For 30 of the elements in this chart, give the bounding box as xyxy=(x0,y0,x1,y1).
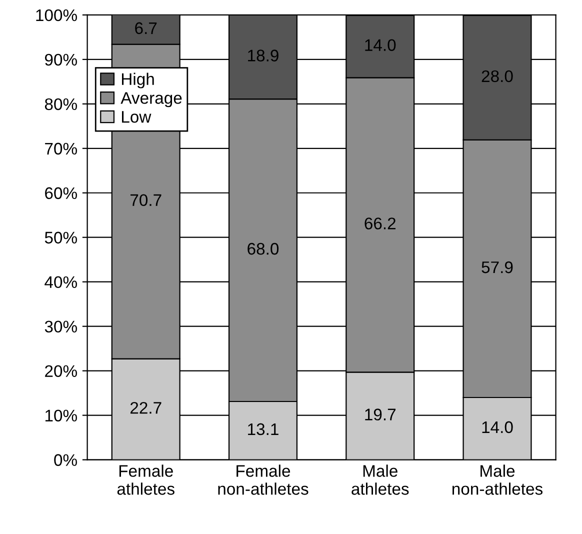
data-label: 19.7 xyxy=(365,408,396,420)
y-tick-label: 90% xyxy=(45,54,77,66)
y-tick-label: 60% xyxy=(45,187,77,200)
y-tick-label: 0% xyxy=(54,454,77,466)
data-label: 22.7 xyxy=(130,402,162,414)
y-tick-label: 100% xyxy=(36,9,77,22)
data-label: 70.7 xyxy=(130,194,162,206)
x-tick-label: Male athletes xyxy=(352,464,409,495)
y-tick-label: 40% xyxy=(44,276,77,288)
x-tick-label: Female non-athletes xyxy=(218,464,308,495)
data-label: 68.0 xyxy=(248,242,279,255)
data-label: 18.9 xyxy=(248,50,278,62)
data-label: 66.2 xyxy=(364,218,396,230)
data-label: 28.0 xyxy=(482,70,513,82)
legend-label: Average xyxy=(120,92,182,108)
y-tick-label: 50% xyxy=(44,232,77,244)
data-label: 13.1 xyxy=(248,423,278,436)
x-tick-label: Female athletes xyxy=(117,464,174,495)
y-tick-label: 80% xyxy=(44,98,77,110)
y-tick-label: 20% xyxy=(45,365,77,378)
y-tick-label: 30% xyxy=(44,320,77,333)
legend-label: High xyxy=(122,72,154,88)
data-label: 14.0 xyxy=(482,421,513,434)
legend-label: Low xyxy=(122,111,152,123)
y-tick-label: 70% xyxy=(45,142,77,155)
data-label: 6.7 xyxy=(135,22,157,34)
x-tick-label: Male non-athletes xyxy=(452,464,543,495)
data-label: 57.9 xyxy=(482,261,513,274)
y-tick-label: 10% xyxy=(45,410,77,422)
data-label: 14.0 xyxy=(365,39,396,52)
